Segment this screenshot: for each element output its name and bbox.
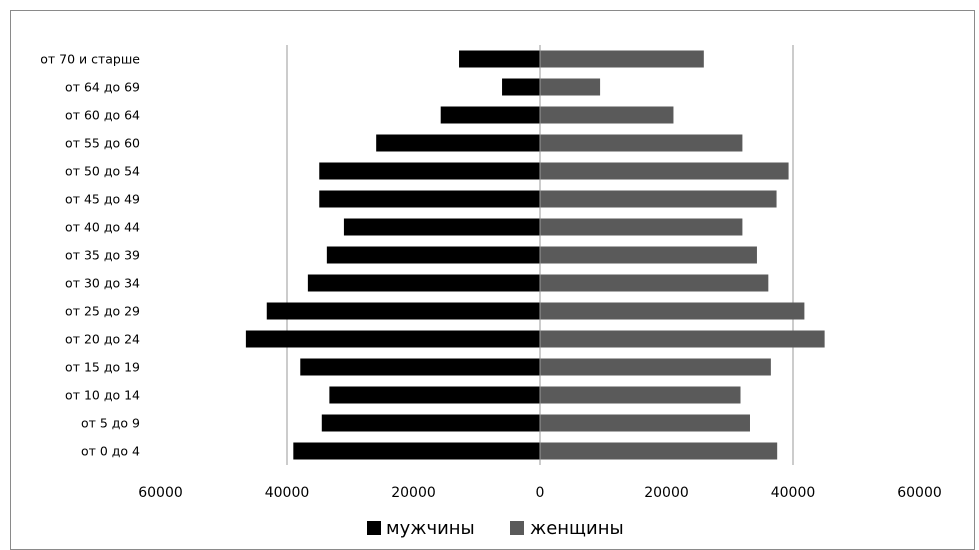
bar-male: [376, 134, 540, 152]
category-label: от 0 до 4: [81, 444, 140, 459]
bar-female: [540, 246, 757, 264]
category-label: от 50 до 54: [65, 164, 140, 179]
bar-female: [540, 302, 805, 320]
bar-female: [540, 442, 778, 460]
legend-label-female: женщины: [530, 518, 624, 539]
legend-label-male: мужчины: [386, 518, 475, 539]
category-label: от 40 до 44: [65, 220, 140, 235]
bar-male: [459, 50, 540, 68]
bar-female: [540, 414, 750, 432]
x-tick-label: 20000: [644, 485, 689, 501]
bar-male: [326, 246, 540, 264]
bar-female: [540, 78, 601, 96]
category-label: от 70 и старше: [40, 52, 140, 67]
category-label: от 20 до 24: [65, 332, 140, 347]
bar-male: [502, 78, 540, 96]
x-tick-label: 0: [536, 485, 545, 501]
bar-female: [540, 386, 741, 404]
category-label: от 25 до 29: [65, 304, 140, 319]
x-tick-label: 60000: [897, 485, 942, 501]
bar-male: [321, 414, 540, 432]
legend-swatch-male: [367, 521, 381, 535]
bar-female: [540, 162, 789, 180]
category-label: от 64 до 69: [65, 80, 140, 95]
category-label: от 10 до 14: [65, 388, 140, 403]
bar-male: [293, 442, 540, 460]
x-tick-label: 60000: [138, 485, 183, 501]
bar-male: [307, 274, 540, 292]
bar-male: [343, 218, 540, 236]
category-label: от 60 до 64: [65, 108, 140, 123]
bar-female: [540, 274, 769, 292]
bar-female: [540, 190, 777, 208]
bar-male: [300, 358, 540, 376]
category-label: от 5 до 9: [81, 416, 140, 431]
category-label: от 15 до 19: [65, 360, 140, 375]
bar-female: [540, 106, 674, 124]
bar-male: [319, 190, 540, 208]
bar-female: [540, 330, 825, 348]
x-tick-label: 40000: [771, 485, 816, 501]
bar-male: [266, 302, 540, 320]
bar-female: [540, 358, 771, 376]
legend-swatch-female: [510, 521, 524, 535]
bar-female: [540, 50, 704, 68]
x-tick-label: 40000: [265, 485, 310, 501]
category-label: от 55 до 60: [65, 136, 140, 151]
bar-male: [440, 106, 540, 124]
category-label: от 45 до 49: [65, 192, 140, 207]
bar-female: [540, 134, 743, 152]
bar-female: [540, 218, 743, 236]
category-label: от 30 до 34: [65, 276, 140, 291]
bar-male: [329, 386, 540, 404]
bar-male: [245, 330, 540, 348]
category-label: от 35 до 39: [65, 248, 140, 263]
x-tick-label: 20000: [391, 485, 436, 501]
bar-male: [319, 162, 540, 180]
